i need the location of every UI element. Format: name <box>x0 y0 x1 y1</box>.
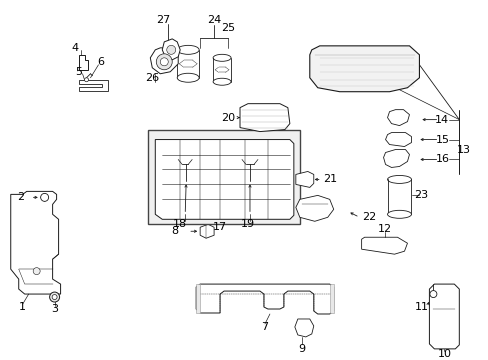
Text: 18: 18 <box>173 219 187 229</box>
Ellipse shape <box>387 175 410 183</box>
Polygon shape <box>428 284 458 349</box>
Polygon shape <box>240 104 289 131</box>
Polygon shape <box>148 130 299 224</box>
Polygon shape <box>196 284 333 314</box>
Circle shape <box>49 292 60 302</box>
Text: 27: 27 <box>156 15 170 25</box>
Polygon shape <box>295 171 313 188</box>
Text: 16: 16 <box>434 154 448 165</box>
Polygon shape <box>162 39 180 60</box>
Polygon shape <box>79 80 108 91</box>
Text: 14: 14 <box>434 114 448 125</box>
Text: 15: 15 <box>434 135 448 145</box>
Text: 22: 22 <box>362 212 376 222</box>
Polygon shape <box>385 132 410 147</box>
Text: 9: 9 <box>298 344 305 354</box>
Ellipse shape <box>213 78 230 85</box>
Ellipse shape <box>177 45 199 54</box>
Text: 19: 19 <box>241 219 255 229</box>
Text: 26: 26 <box>145 73 159 83</box>
Text: 20: 20 <box>221 113 235 123</box>
Text: 17: 17 <box>213 222 227 232</box>
Ellipse shape <box>177 73 199 82</box>
Circle shape <box>84 78 88 82</box>
Polygon shape <box>329 284 333 313</box>
Text: 1: 1 <box>19 302 26 312</box>
Ellipse shape <box>213 54 230 61</box>
Text: 21: 21 <box>322 175 336 184</box>
Polygon shape <box>361 237 407 254</box>
Text: 2: 2 <box>17 192 24 202</box>
Polygon shape <box>79 55 88 70</box>
Circle shape <box>33 267 40 275</box>
Circle shape <box>160 58 168 66</box>
Circle shape <box>156 54 172 70</box>
Polygon shape <box>150 48 178 74</box>
Polygon shape <box>387 110 408 126</box>
Polygon shape <box>309 46 419 92</box>
Text: 11: 11 <box>414 302 427 312</box>
Text: 10: 10 <box>436 349 450 359</box>
Text: 3: 3 <box>51 304 58 314</box>
Ellipse shape <box>387 210 410 218</box>
Polygon shape <box>295 195 333 221</box>
Polygon shape <box>196 284 200 313</box>
Polygon shape <box>383 149 408 167</box>
Circle shape <box>166 45 175 54</box>
Text: 13: 13 <box>456 144 470 154</box>
Text: 25: 25 <box>221 23 235 33</box>
Text: 7: 7 <box>261 322 268 332</box>
Text: 6: 6 <box>97 57 104 67</box>
Text: 5: 5 <box>75 67 82 77</box>
Polygon shape <box>11 192 61 294</box>
Text: 23: 23 <box>413 190 427 201</box>
Circle shape <box>41 193 48 201</box>
Polygon shape <box>200 224 214 238</box>
Polygon shape <box>294 319 313 337</box>
Polygon shape <box>155 140 293 219</box>
Text: 4: 4 <box>71 43 78 53</box>
Text: 8: 8 <box>171 226 179 236</box>
Circle shape <box>429 291 436 298</box>
Text: 12: 12 <box>377 224 391 234</box>
Circle shape <box>52 294 57 300</box>
Text: 24: 24 <box>206 15 221 25</box>
